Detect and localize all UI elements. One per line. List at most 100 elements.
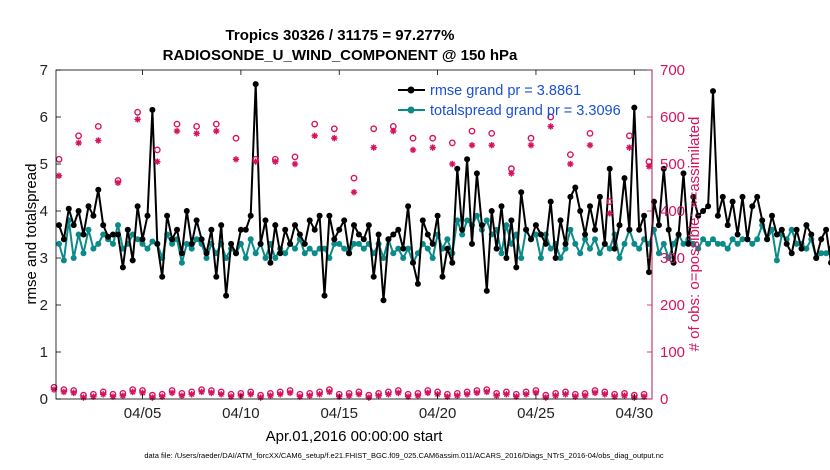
obs-possible-marker [370, 125, 378, 133]
obs-assimilated-marker [552, 392, 559, 399]
rmse-point [174, 226, 180, 233]
totalspread-point [754, 236, 761, 243]
obs-assimilated-marker [60, 388, 68, 396]
rmse-point [778, 226, 785, 233]
rmse-point [577, 208, 584, 214]
rmse-point [154, 240, 161, 247]
obs-assimilated-marker [178, 392, 186, 399]
totalspread-point [380, 255, 387, 261]
obs-assimilated-marker [55, 172, 63, 179]
y-tick-label: 4 [40, 203, 48, 220]
totalspread-point [532, 231, 539, 238]
totalspread-point [793, 240, 800, 247]
totalspread-point [714, 240, 721, 247]
rmse-point [513, 264, 520, 271]
y-tick-label: 6 [40, 109, 48, 126]
rmse-point [749, 203, 756, 210]
rmse-point [434, 212, 441, 219]
totalspread-point [282, 250, 289, 257]
rmse-point [119, 264, 126, 271]
obs-possible-marker [134, 108, 142, 116]
obs-assimilated-marker [75, 139, 82, 147]
obs-possible-marker [586, 129, 594, 137]
rmse-point [124, 226, 131, 233]
rmse-point [331, 236, 338, 243]
totalspread-point [115, 222, 121, 229]
obs-possible-marker [173, 120, 181, 128]
rmse-point [631, 104, 638, 111]
totalspread-point [587, 245, 593, 252]
rmse-point [754, 193, 761, 200]
rmse-point [483, 287, 490, 294]
rmse-point [277, 250, 284, 257]
rmse-point [793, 226, 800, 233]
rmse-point [601, 240, 608, 247]
legend-rmse-marker [407, 86, 415, 94]
rmse-point [469, 240, 475, 247]
rmse-point [306, 217, 313, 224]
totalspread-point [110, 240, 116, 247]
y-axis-ticks: 0 1 2 3 4 5 6 7 [40, 62, 61, 408]
totalspread-point [85, 226, 92, 233]
rmse-point [552, 255, 559, 261]
totalspread-point [655, 250, 662, 257]
obs-assimilated-marker [257, 394, 264, 401]
rmse-point [626, 226, 633, 233]
rmse-point [739, 193, 746, 200]
legend: rmse grand pr = 3.8861 totalspread grand… [398, 83, 621, 119]
obs-assimilated-marker [463, 391, 471, 398]
obs-assimilated-marker [100, 391, 107, 398]
rmse-point [587, 203, 593, 210]
totalspread-point [636, 245, 643, 252]
obs-assimilated-marker [390, 127, 397, 135]
totalspread-point [326, 255, 333, 261]
rmse-point [247, 212, 254, 219]
y-tick-label: 2 [40, 297, 48, 314]
totalspread-point [429, 255, 436, 261]
rmse-point [95, 186, 102, 193]
y-right-axis-ticks: 0 100 200 300 400 500 600 700 [647, 62, 685, 408]
rmse-point [60, 236, 67, 243]
obs-assimilated-marker [154, 158, 161, 165]
totalspread-point [331, 240, 338, 247]
obs-assimilated-marker [409, 146, 417, 154]
totalspread-point [592, 236, 598, 243]
rmse-point [80, 231, 87, 238]
rmse-point [641, 212, 648, 219]
rmse-point [744, 236, 751, 243]
obs-assimilated-marker [454, 392, 461, 399]
obs-assimilated-marker [213, 127, 220, 135]
rmse-point [70, 222, 77, 229]
obs-possible-marker [232, 134, 240, 142]
y-tick-label: 5 [40, 156, 48, 173]
totalspread-point [582, 236, 589, 243]
chart-title: Tropics 30326 / 31175 = 97.277% [226, 27, 455, 44]
totalspread-point [178, 259, 185, 266]
y-right-tick-label: 100 [660, 344, 685, 361]
obs-assimilated-marker [355, 391, 363, 398]
rmse-point [360, 236, 367, 243]
rmse-point [621, 175, 628, 182]
totalspread-point [724, 245, 731, 252]
obs-assimilated-marker [95, 137, 102, 144]
rmse-point [729, 198, 736, 205]
rmse-point [611, 245, 618, 252]
totalspread-point [734, 240, 741, 247]
y-right-tick-label: 0 [660, 391, 668, 408]
obs-possible-marker [606, 198, 614, 206]
totalspread-point [705, 240, 712, 247]
totalspread-point [134, 236, 141, 243]
rmse-point [188, 240, 195, 247]
obs-assimilated-marker [621, 392, 628, 399]
rmse-point [198, 236, 205, 243]
totalspread-point [341, 245, 348, 252]
totalspread-point [503, 222, 510, 229]
rmse-point [823, 226, 830, 233]
y-right-axis-label: # of obs: o=possible; ×=assimilated [686, 117, 703, 352]
rmse-point [567, 193, 574, 200]
rmse-point [813, 255, 820, 261]
rmse-point [498, 203, 505, 210]
rmse-point [680, 170, 687, 177]
rmse-point [228, 240, 235, 247]
totalspread-point [818, 250, 825, 257]
